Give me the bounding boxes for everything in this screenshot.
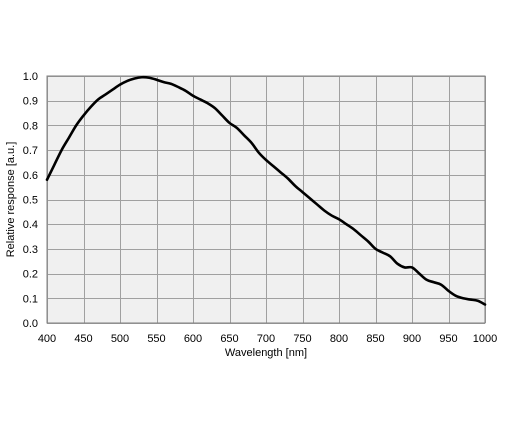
- y-tick-label: 0.5: [23, 195, 38, 207]
- x-tick-label: 950: [439, 333, 457, 345]
- x-tick-label: 1000: [473, 333, 497, 345]
- y-tick-label: 1.0: [23, 71, 38, 83]
- y-tick-label: 0.1: [23, 293, 38, 305]
- series-layer: [45, 75, 487, 306]
- y-tick-label: 0.8: [23, 120, 38, 132]
- y-tick-label: 0.6: [23, 170, 38, 182]
- plot-border: [46, 75, 486, 324]
- x-tick-label: 800: [330, 333, 348, 345]
- y-tick-label: 0.7: [23, 145, 38, 157]
- x-tick-label: 600: [184, 333, 202, 345]
- y-tick-label: 0.2: [23, 269, 38, 281]
- x-tick-label: 700: [257, 333, 275, 345]
- x-tick-label: 750: [293, 333, 311, 345]
- x-axis-ticks: 400 450 500 550 600 650 700 750 800 850 900 950 1000: [38, 333, 497, 345]
- y-axis-ticks: 0.0 0.1 0.2 0.3 0.4 0.5 0.6 0.7 0.8 0.9 1.0: [23, 71, 38, 330]
- x-tick-label: 550: [147, 333, 165, 345]
- x-tick-label: 900: [403, 333, 421, 345]
- y-tick-label: 0.9: [23, 96, 38, 108]
- x-tick-label: 450: [74, 333, 92, 345]
- x-tick-label: 500: [111, 333, 129, 345]
- y-tick-label: 0.3: [23, 244, 38, 256]
- x-axis-label: Wavelength [nm]: [225, 347, 307, 359]
- y-tick-label: 0.4: [23, 219, 38, 231]
- x-tick-label: 850: [366, 333, 384, 345]
- y-axis-label: Relative response [a.u.]: [5, 142, 17, 258]
- series-line: [45, 75, 487, 306]
- x-tick-label: 650: [220, 333, 238, 345]
- y-tick-label: 0.0: [23, 318, 38, 330]
- x-tick-label: 400: [38, 333, 56, 345]
- grid: [47, 76, 486, 324]
